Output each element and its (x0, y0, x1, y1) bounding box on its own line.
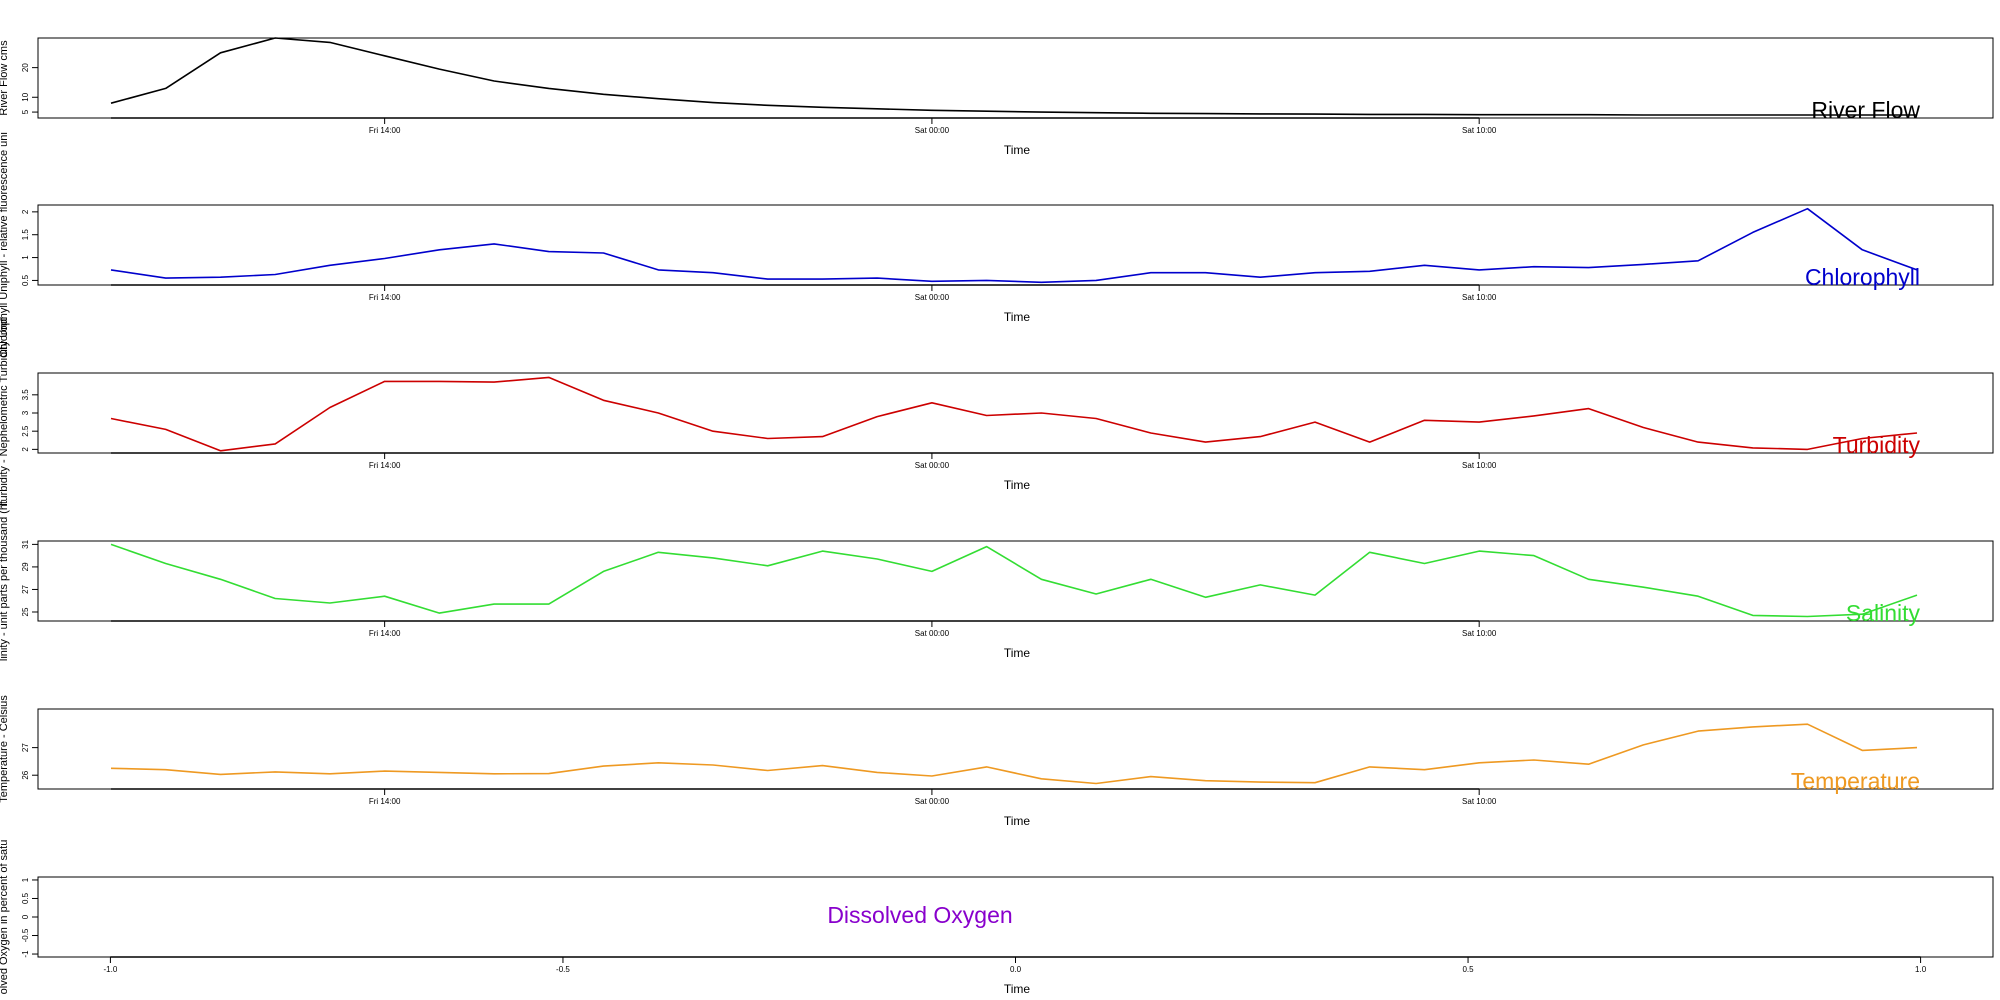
panel-title-6: Dissolved Oxygen (827, 902, 1012, 928)
x-tick-label-1-2: Sat 00:00 (915, 126, 950, 135)
x-tick-label-3-3: Sat 10:00 (1462, 461, 1497, 470)
y-tick-label-1-3: 20 (21, 63, 30, 72)
y-tick-label-2-2: 1 (21, 255, 30, 260)
y-tick-label-2-1: 0.5 (21, 274, 30, 286)
panel-title-4: Salinity (1846, 600, 1921, 626)
x-tick-label-5-3: Sat 10:00 (1462, 797, 1497, 806)
y-axis-label-5: Temperature - Celsius (0, 695, 10, 803)
x-tick-label-6-2: -0.5 (556, 965, 570, 974)
y-tick-label-3-4: 3.5 (21, 389, 30, 401)
x-tick-label-1-3: Sat 10:00 (1462, 126, 1497, 135)
y-tick-label-2-3: 1.5 (21, 229, 30, 241)
y-tick-label-4-1: 25 (21, 607, 30, 616)
x-tick-label-3-1: Fri 14:00 (369, 461, 401, 470)
y-tick-label-4-3: 29 (21, 562, 30, 571)
panel-title-2: Chlorophyll (1805, 264, 1920, 290)
y-tick-label-2-4: 2 (21, 209, 30, 214)
x-axis-label-6: Time (1004, 982, 1031, 996)
x-tick-label-2-1: Fri 14:00 (369, 293, 401, 302)
panel-frame-3 (37, 372, 1994, 454)
panel-title-3: Turbidity (1833, 432, 1921, 458)
y-tick-label-6-5: 1 (21, 877, 30, 882)
y-axis-label-6: olved Oxygen in percent of satu (0, 840, 10, 995)
y-tick-label-1-1: 5 (21, 109, 30, 114)
y-tick-label-3-2: 2.5 (21, 425, 30, 437)
x-tick-label-5-2: Sat 00:00 (915, 797, 950, 806)
series-line-3 (110, 376, 1918, 452)
y-tick-label-6-3: 0 (21, 914, 30, 919)
x-tick-label-2-2: Sat 00:00 (915, 293, 950, 302)
series-line-4 (110, 543, 1918, 618)
x-tick-label-4-1: Fri 14:00 (369, 629, 401, 638)
y-tick-label-4-4: 31 (21, 539, 30, 548)
x-tick-label-4-2: Sat 00:00 (915, 629, 950, 638)
series-line-5 (110, 723, 1918, 785)
panel-frame-6 (37, 876, 1994, 958)
y-axis-label-2: Chlorophyll Uniphyll - relative fluoresc… (0, 132, 10, 358)
y-tick-label-4-2: 27 (21, 584, 30, 593)
panel-title-5: Temperature (1791, 768, 1920, 794)
x-axis-label-3: Time (1004, 478, 1031, 492)
x-tick-label-1-1: Fri 14:00 (369, 126, 401, 135)
series-line-1 (110, 37, 1917, 116)
x-tick-label-6-1: -1.0 (104, 965, 118, 974)
panel-frame-5 (37, 708, 1994, 790)
y-tick-label-3-3: 3 (21, 410, 30, 415)
y-axis-label-1: River Flow cms (0, 40, 10, 116)
y-tick-label-6-2: -0.5 (21, 928, 30, 942)
x-tick-label-6-5: 1.0 (1915, 965, 1927, 974)
x-axis-label-5: Time (1004, 814, 1031, 828)
x-tick-label-2-3: Sat 10:00 (1462, 293, 1497, 302)
x-tick-label-4-3: Sat 10:00 (1462, 629, 1497, 638)
x-tick-label-5-1: Fri 14:00 (369, 797, 401, 806)
panel-frame-4 (37, 540, 1994, 622)
panel-frame-2 (37, 204, 1994, 286)
y-tick-label-6-1: -1 (21, 950, 30, 958)
y-tick-label-5-1: 26 (21, 770, 30, 779)
x-axis-label-1: Time (1004, 143, 1031, 157)
y-tick-label-6-4: 0.5 (21, 892, 30, 904)
y-tick-label-5-2: 27 (21, 743, 30, 752)
y-tick-label-3-1: 2 (21, 447, 30, 452)
x-tick-label-6-3: 0.0 (1010, 965, 1022, 974)
x-tick-label-3-2: Sat 00:00 (915, 461, 950, 470)
panel-frame-1 (37, 37, 1994, 119)
y-axis-label-4: linity - unit parts per thousand (ht (0, 501, 10, 661)
x-tick-label-6-4: 0.5 (1462, 965, 1474, 974)
y-tick-label-1-2: 10 (21, 92, 30, 101)
series-line-2 (110, 207, 1918, 284)
y-axis-label-3: Turbidity - Nephelometric Turbidity Unit (0, 318, 10, 508)
panel-title-1: River Flow (1811, 97, 1920, 123)
x-axis-label-4: Time (1004, 646, 1031, 660)
x-axis-label-2: Time (1004, 310, 1031, 324)
